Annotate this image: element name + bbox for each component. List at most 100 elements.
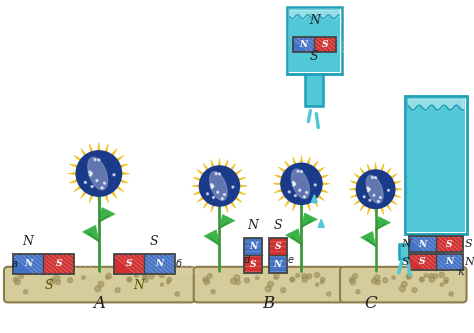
Circle shape [13, 277, 18, 282]
Circle shape [19, 274, 24, 278]
Ellipse shape [88, 157, 108, 190]
Text: N: N [247, 219, 258, 232]
Text: S: S [273, 219, 282, 232]
Polygon shape [68, 171, 87, 176]
Circle shape [212, 185, 214, 187]
Polygon shape [229, 187, 246, 194]
Polygon shape [217, 197, 222, 214]
Polygon shape [230, 183, 247, 188]
Polygon shape [89, 184, 98, 203]
Circle shape [49, 278, 55, 284]
Polygon shape [361, 231, 375, 246]
Circle shape [215, 173, 217, 175]
Text: б: б [176, 259, 182, 269]
Polygon shape [191, 183, 209, 188]
Bar [314, 37, 336, 52]
Circle shape [372, 176, 374, 178]
Polygon shape [286, 229, 301, 245]
Circle shape [128, 278, 131, 282]
Polygon shape [273, 181, 291, 186]
Circle shape [290, 277, 295, 282]
Bar [287, 7, 342, 74]
Ellipse shape [366, 175, 383, 203]
Bar [399, 244, 428, 259]
Polygon shape [302, 193, 310, 211]
Polygon shape [107, 156, 124, 168]
Text: d: d [243, 255, 249, 265]
Bar [436, 236, 463, 252]
Polygon shape [109, 175, 128, 183]
Bar [114, 254, 144, 274]
Text: N: N [419, 239, 427, 249]
Circle shape [115, 288, 120, 292]
Polygon shape [385, 190, 401, 197]
Polygon shape [99, 207, 115, 222]
Bar [144, 254, 175, 274]
Polygon shape [354, 173, 369, 185]
Polygon shape [311, 185, 328, 192]
Polygon shape [309, 188, 325, 200]
Polygon shape [203, 164, 215, 179]
Polygon shape [299, 155, 304, 173]
Circle shape [211, 186, 213, 188]
Polygon shape [220, 160, 228, 176]
Circle shape [211, 290, 215, 294]
Circle shape [142, 274, 147, 279]
Bar [405, 96, 466, 234]
Text: N: N [24, 259, 32, 268]
Bar [114, 254, 175, 274]
Circle shape [101, 187, 103, 189]
Circle shape [207, 193, 209, 195]
Circle shape [15, 279, 20, 285]
Polygon shape [89, 144, 98, 163]
Circle shape [320, 280, 324, 284]
Circle shape [274, 273, 279, 279]
Polygon shape [380, 196, 392, 211]
Circle shape [377, 200, 379, 202]
Circle shape [166, 280, 170, 284]
Circle shape [217, 191, 219, 193]
Circle shape [407, 276, 410, 279]
Text: C: C [365, 295, 377, 312]
Circle shape [149, 274, 154, 279]
Circle shape [429, 277, 435, 282]
Circle shape [401, 281, 407, 287]
Polygon shape [350, 181, 366, 188]
Text: N: N [401, 239, 411, 249]
Circle shape [388, 189, 389, 191]
Circle shape [221, 198, 223, 199]
Circle shape [84, 181, 86, 183]
Polygon shape [350, 190, 366, 197]
Circle shape [255, 276, 259, 279]
Polygon shape [385, 181, 401, 188]
Text: N: N [155, 259, 164, 268]
Text: S: S [322, 40, 328, 49]
Circle shape [374, 275, 380, 281]
Text: S: S [465, 239, 472, 249]
Bar [399, 244, 428, 259]
Circle shape [373, 194, 375, 196]
Bar [428, 234, 443, 259]
Circle shape [297, 170, 299, 172]
Polygon shape [301, 213, 317, 227]
Circle shape [89, 171, 91, 173]
Polygon shape [383, 193, 397, 205]
Circle shape [106, 276, 109, 279]
Ellipse shape [292, 169, 310, 198]
Bar [269, 238, 287, 255]
Polygon shape [285, 161, 297, 176]
Circle shape [219, 173, 220, 175]
Circle shape [368, 188, 370, 190]
Polygon shape [227, 190, 242, 202]
Circle shape [349, 277, 355, 282]
Circle shape [299, 189, 301, 191]
Text: N: N [445, 257, 453, 266]
Circle shape [212, 196, 214, 198]
Circle shape [294, 194, 296, 196]
Circle shape [91, 172, 92, 174]
Text: B: B [263, 295, 275, 312]
Circle shape [232, 186, 234, 188]
Text: e: e [288, 255, 293, 265]
Circle shape [95, 286, 100, 292]
Text: N: N [273, 260, 282, 269]
